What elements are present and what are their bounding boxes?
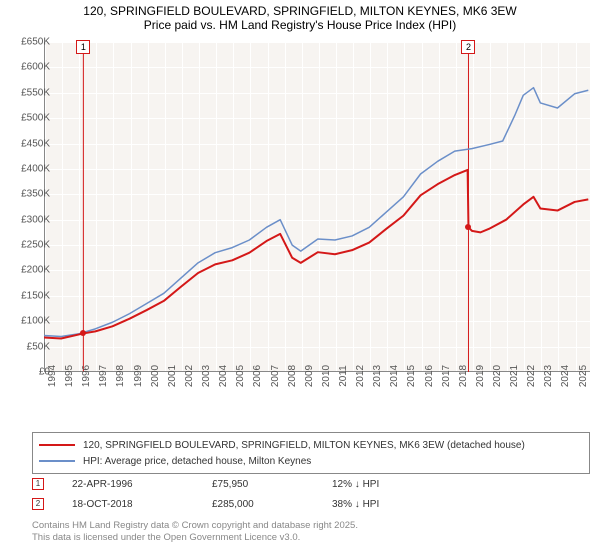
footer-line1: Contains HM Land Registry data © Crown c… (32, 520, 358, 532)
x-axis-label: 2019 (475, 365, 486, 387)
sale-price: £285,000 (212, 499, 332, 510)
x-axis-label: 2014 (389, 365, 400, 387)
y-axis-label: £500K (21, 113, 50, 124)
x-axis-label: 1999 (133, 365, 144, 387)
x-axis-label: 2017 (441, 365, 452, 387)
series-hpi (44, 88, 588, 337)
legend-label: 120, SPRINGFIELD BOULEVARD, SPRINGFIELD,… (83, 440, 525, 451)
y-axis-label: £450K (21, 138, 50, 149)
x-axis-label: 2012 (355, 365, 366, 387)
x-axis-label: 2013 (372, 365, 383, 387)
sale-date: 22-APR-1996 (72, 479, 212, 490)
sale-marker-2: 2 (461, 40, 475, 54)
x-axis-label: 2018 (458, 365, 469, 387)
y-axis-label: £50K (27, 341, 50, 352)
sale-row-marker: 2 (32, 498, 44, 510)
sale-date: 18-OCT-2018 (72, 499, 212, 510)
sale-row-marker: 1 (32, 478, 44, 490)
x-axis-label: 2011 (338, 365, 349, 387)
x-axis-label: 1996 (81, 365, 92, 387)
sales-table: 1 22-APR-1996£75,95012% ↓ HPI 2 18-OCT-2018… (32, 474, 590, 514)
legend: 120, SPRINGFIELD BOULEVARD, SPRINGFIELD,… (32, 432, 590, 474)
legend-item: 120, SPRINGFIELD BOULEVARD, SPRINGFIELD,… (39, 437, 583, 453)
sale-dot (80, 330, 86, 336)
x-axis-label: 2023 (543, 365, 554, 387)
y-axis-label: £550K (21, 87, 50, 98)
footer-line2: This data is licensed under the Open Gov… (32, 532, 358, 544)
x-axis-label: 2006 (252, 365, 263, 387)
y-axis-label: £100K (21, 316, 50, 327)
y-axis-label: £400K (21, 163, 50, 174)
y-axis-label: £350K (21, 189, 50, 200)
x-axis-label: 2001 (167, 365, 178, 387)
sale-row: 2 18-OCT-2018£285,00038% ↓ HPI (32, 494, 590, 514)
sale-dot (465, 224, 471, 230)
x-axis-label: 2024 (560, 365, 571, 387)
chart-lines (44, 42, 590, 372)
sale-hpi-delta: 38% ↓ HPI (332, 499, 452, 510)
x-axis-label: 2010 (321, 365, 332, 387)
y-axis-label: £650K (21, 37, 50, 48)
sale-hpi-delta: 12% ↓ HPI (332, 479, 452, 490)
x-axis-label: 2022 (526, 365, 537, 387)
footer-attribution: Contains HM Land Registry data © Crown c… (32, 520, 358, 544)
sale-marker-1: 1 (76, 40, 90, 54)
x-axis-label: 2003 (201, 365, 212, 387)
y-axis-label: £0 (39, 367, 50, 378)
x-axis-label: 1997 (98, 365, 109, 387)
x-axis-label: 2015 (406, 365, 417, 387)
title-subtitle: Price paid vs. HM Land Registry's House … (8, 18, 592, 32)
x-axis-label: 1995 (64, 365, 75, 387)
y-axis-label: £150K (21, 290, 50, 301)
x-axis-label: 2009 (304, 365, 315, 387)
legend-item: HPI: Average price, detached house, Milt… (39, 453, 583, 469)
y-axis-label: £600K (21, 62, 50, 73)
x-axis-label: 2020 (492, 365, 503, 387)
series-property (44, 170, 588, 339)
x-axis-label: 2025 (578, 365, 589, 387)
chart-area: 1994199519961997199819992000200120022003… (44, 42, 590, 398)
sale-row: 1 22-APR-1996£75,95012% ↓ HPI (32, 474, 590, 494)
x-axis-label: 2000 (150, 365, 161, 387)
y-axis-label: £200K (21, 265, 50, 276)
sale-price: £75,950 (212, 479, 332, 490)
x-axis-label: 1998 (115, 365, 126, 387)
x-axis-label: 2002 (184, 365, 195, 387)
x-axis-label: 2004 (218, 365, 229, 387)
legend-label: HPI: Average price, detached house, Milt… (83, 456, 311, 467)
x-axis-label: 2021 (509, 365, 520, 387)
chart-title: 120, SPRINGFIELD BOULEVARD, SPRINGFIELD,… (0, 0, 600, 34)
title-address: 120, SPRINGFIELD BOULEVARD, SPRINGFIELD,… (8, 4, 592, 18)
x-axis-label: 2007 (270, 365, 281, 387)
legend-swatch (39, 444, 75, 446)
x-axis-label: 2005 (235, 365, 246, 387)
y-axis-label: £300K (21, 214, 50, 225)
x-axis-label: 2016 (424, 365, 435, 387)
x-axis-label: 2008 (287, 365, 298, 387)
y-axis-label: £250K (21, 240, 50, 251)
legend-swatch (39, 460, 75, 462)
